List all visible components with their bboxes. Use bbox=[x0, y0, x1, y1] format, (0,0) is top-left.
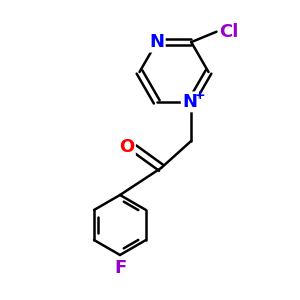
Text: N: N bbox=[149, 33, 164, 51]
Text: Cl: Cl bbox=[219, 22, 239, 40]
Text: +: + bbox=[194, 89, 205, 102]
Text: N: N bbox=[182, 93, 197, 111]
Text: F: F bbox=[114, 259, 126, 277]
Text: O: O bbox=[119, 138, 134, 156]
